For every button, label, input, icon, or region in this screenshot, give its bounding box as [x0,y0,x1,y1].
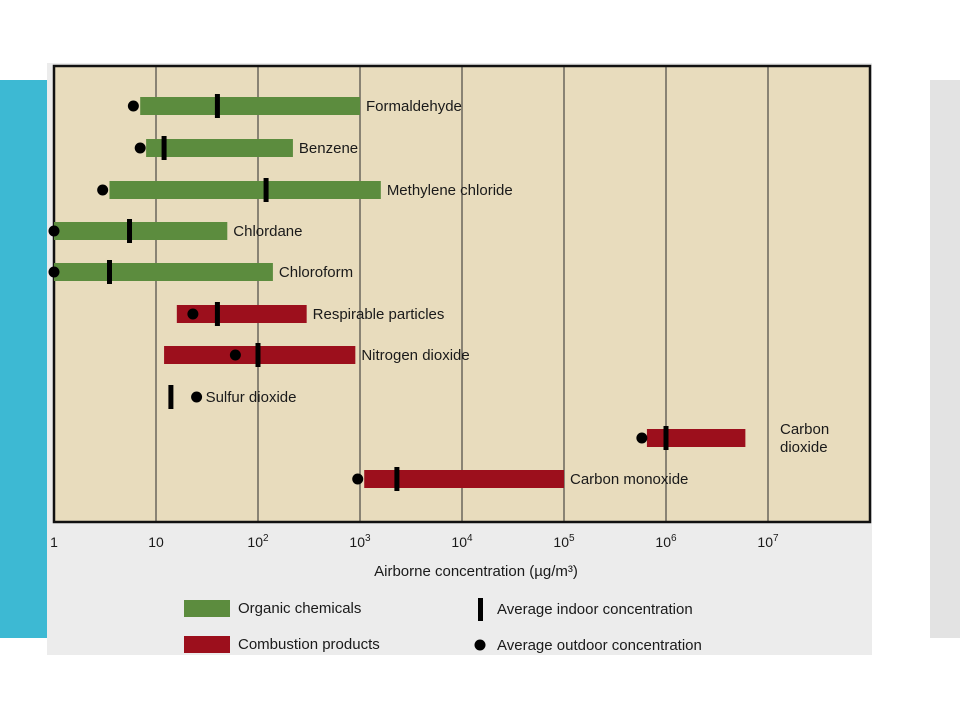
x-tick-label: 103 [349,533,371,550]
item-label: Nitrogen dioxide [361,347,469,364]
item-label: Sulfur dioxide [206,389,297,406]
item-label: Benzene [299,140,358,157]
outdoor-marker [229,349,241,361]
legend-swatch-combustion [184,636,230,653]
legend-label-combustion: Combustion products [238,636,380,653]
indoor-marker [168,385,174,409]
outdoor-marker [48,266,60,278]
item-label: Carbon dioxide [780,421,829,456]
range-bar [176,305,307,323]
x-tick-label: 106 [655,533,677,550]
legend-label-organic: Organic chemicals [238,600,361,617]
indoor-marker [127,219,133,243]
item-label: Formaldehyde [366,98,462,115]
outdoor-marker [636,432,648,444]
outdoor-marker [97,184,109,196]
outdoor-marker [127,100,139,112]
indoor-marker [214,94,220,118]
indoor-marker [263,178,269,202]
indoor-marker [106,260,112,284]
range-bar [646,429,746,447]
x-tick-label: 102 [247,533,269,550]
indoor-marker [663,426,669,450]
outdoor-marker [187,308,199,320]
outdoor-marker [191,391,203,403]
range-bar [146,139,293,157]
item-label: Chlordane [233,223,302,240]
x-tick-labels: 1 10 102 103 104 105 106 107 [50,533,779,550]
outdoor-marker [48,225,60,237]
legend-outdoor-marker [474,639,486,651]
legend: Organic chemicals Combustion products Aver… [184,598,702,654]
x-tick-label: 105 [553,533,575,550]
item-label: Methylene chloride [387,182,513,199]
outdoor-marker [352,473,364,485]
range-bar [109,181,381,199]
indoor-marker [214,302,220,326]
legend-label-indoor: Average indoor concentration [497,601,693,618]
left-accent-band [0,80,47,638]
x-tick-label: 107 [757,533,779,550]
indoor-marker [255,343,261,367]
indoor-marker [161,136,167,160]
item-label: Respirable particles [313,306,445,323]
legend-swatch-organic [184,600,230,617]
range-bar [140,97,360,115]
x-tick-label: 1 [50,534,58,550]
legend-label-outdoor: Average outdoor concentration [497,637,702,654]
outdoor-marker [134,142,146,154]
x-tick-label: 104 [451,533,473,550]
bars: Formaldehyde Benzene Methylene chloride Chl… [48,94,829,491]
x-tick-label: 10 [148,534,164,550]
right-accent-band [930,80,960,638]
x-axis-label: Airborne concentration (µg/m³) [374,563,578,580]
indoor-marker [394,467,400,491]
range-bar [54,222,228,240]
item-label: Carbon monoxide [570,471,688,488]
item-label: Chloroform [279,264,353,281]
range-bar [364,470,564,488]
legend-indoor-marker [478,598,483,621]
range-bar [54,263,273,281]
